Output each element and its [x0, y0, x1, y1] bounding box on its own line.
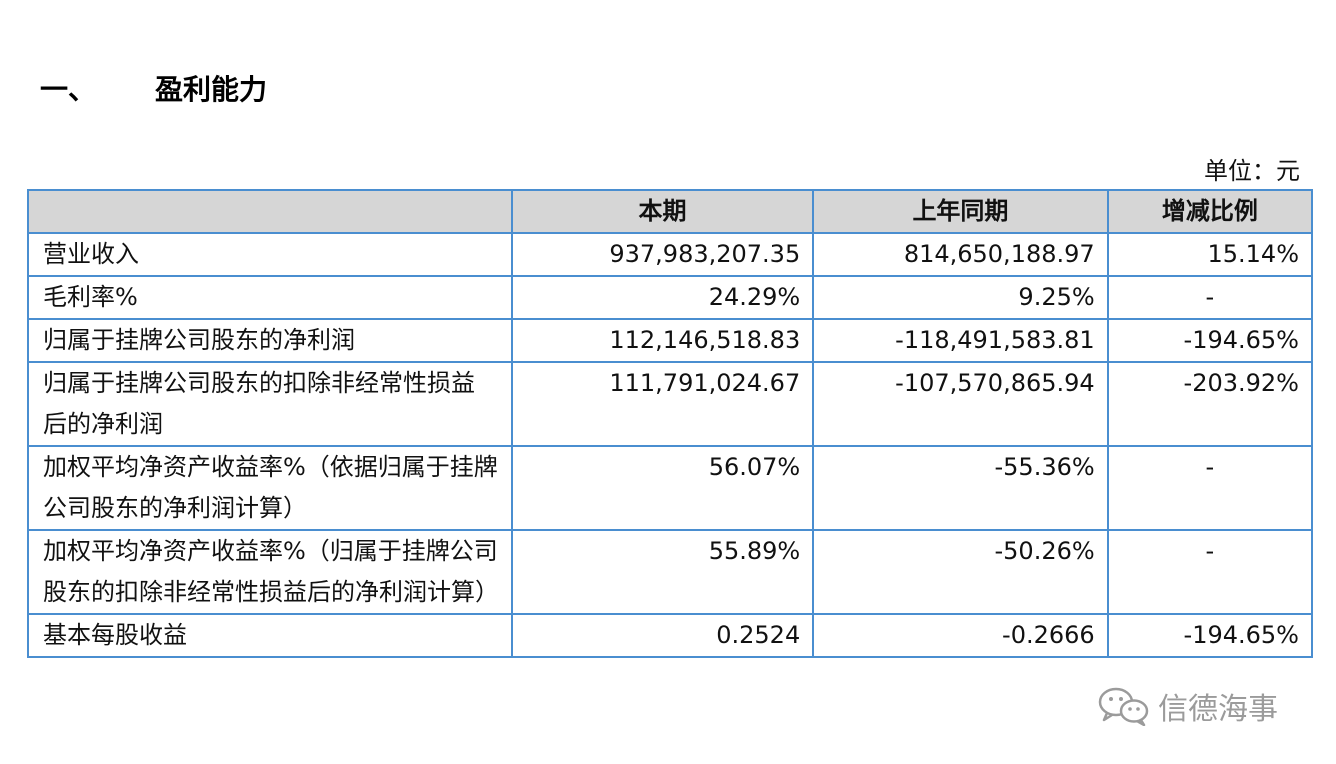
table-row: 归属于挂牌公司股东的扣除非经常性损益后的净利润 111,791,024.67 -… [27, 361, 1314, 447]
row-label: 加权平均净资产收益率%（归属于挂牌公司股东的扣除非经常性损益后的净利润计算） [27, 529, 513, 615]
section-heading: 一、 盈利能力 [40, 68, 267, 108]
table-row: 归属于挂牌公司股东的净利润 112,146,518.83 -118,491,58… [27, 318, 1314, 363]
prior-value: -107,570,865.94 [812, 361, 1109, 447]
row-label: 加权平均净资产收益率%（依据归属于挂牌公司股东的净利润计算） [27, 445, 513, 531]
row-label: 归属于挂牌公司股东的扣除非经常性损益后的净利润 [27, 361, 513, 447]
current-value: 112,146,518.83 [510, 318, 815, 363]
current-value: 55.89% [510, 529, 815, 615]
prior-value: -55.36% [812, 445, 1109, 531]
unit-label: 单位：元 [1204, 157, 1300, 185]
table-row: 加权平均净资产收益率%（归属于挂牌公司股东的扣除非经常性损益后的净利润计算） 5… [27, 529, 1314, 615]
table-row: 毛利率% 24.29% 9.25% - [27, 275, 1314, 320]
watermark-text: 信德海事 [1158, 692, 1278, 727]
prior-value: 9.25% [812, 275, 1109, 320]
header-current-period: 本期 [510, 189, 815, 234]
change-value: - [1106, 529, 1314, 615]
change-value: - [1106, 445, 1314, 531]
watermark: 信德海事 [1098, 684, 1278, 728]
change-value: - [1106, 275, 1314, 320]
change-value: -194.65% [1106, 318, 1314, 363]
current-value: 24.29% [510, 275, 815, 320]
prior-value: 814,650,188.97 [812, 232, 1109, 277]
wechat-icon [1098, 686, 1150, 726]
table-row: 加权平均净资产收益率%（依据归属于挂牌公司股东的净利润计算） 56.07% -5… [27, 445, 1314, 531]
current-value: 56.07% [510, 445, 815, 531]
table-row: 基本每股收益 0.2524 -0.2666 -194.65% [27, 613, 1314, 658]
row-label: 毛利率% [27, 275, 513, 320]
header-item [27, 189, 513, 234]
current-value: 937,983,207.35 [510, 232, 815, 277]
current-value: 111,791,024.67 [510, 361, 815, 447]
row-label: 营业收入 [27, 232, 513, 277]
section-number: 一、 [40, 73, 97, 106]
header-change-ratio: 增减比例 [1106, 189, 1314, 234]
row-label: 归属于挂牌公司股东的净利润 [27, 318, 513, 363]
row-label: 基本每股收益 [27, 613, 513, 658]
prior-value: -0.2666 [812, 613, 1109, 658]
current-value: 0.2524 [510, 613, 815, 658]
prior-value: -50.26% [812, 529, 1109, 615]
change-value: -203.92% [1106, 361, 1314, 447]
prior-value: -118,491,583.81 [812, 318, 1109, 363]
change-value: -194.65% [1106, 613, 1314, 658]
section-title: 盈利能力 [155, 73, 268, 106]
header-prior-period: 上年同期 [812, 189, 1109, 234]
table-row: 营业收入 937,983,207.35 814,650,188.97 15.14… [27, 232, 1314, 277]
change-value: 15.14% [1106, 232, 1314, 277]
profitability-table: 本期 上年同期 增减比例 营业收入 937,983,207.35 814,650… [27, 189, 1314, 658]
header-row: 本期 上年同期 增减比例 [27, 189, 1314, 234]
